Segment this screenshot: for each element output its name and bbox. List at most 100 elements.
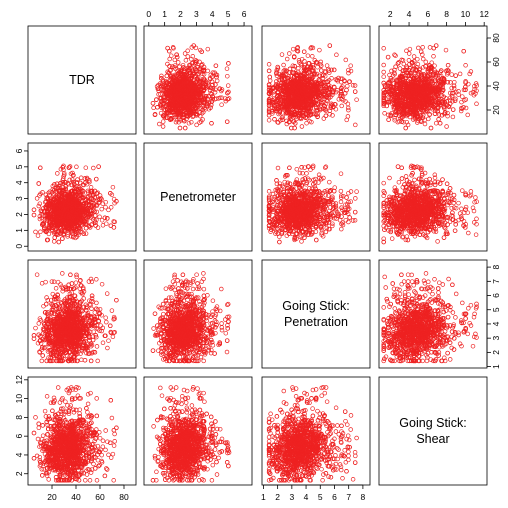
point (407, 46, 413, 52)
point (437, 121, 443, 126)
point (381, 46, 386, 51)
point (219, 102, 224, 107)
point (463, 63, 468, 68)
point (451, 83, 457, 89)
point (212, 90, 218, 95)
point (193, 45, 199, 51)
point (111, 196, 117, 202)
point (182, 125, 188, 131)
point (151, 105, 156, 111)
point (305, 53, 311, 58)
point (189, 119, 194, 125)
point (331, 67, 337, 73)
point (415, 56, 420, 62)
point (431, 54, 436, 59)
point (170, 45, 176, 50)
point (213, 87, 218, 92)
point (427, 45, 433, 50)
point (345, 101, 351, 107)
point (310, 54, 315, 59)
point (213, 63, 219, 68)
point (172, 57, 178, 63)
point (175, 60, 181, 65)
point (463, 105, 469, 111)
point (436, 117, 441, 122)
point (428, 125, 434, 131)
point (445, 79, 451, 85)
point (164, 73, 170, 79)
point (406, 51, 412, 56)
panel-tdr-vs-going_stick_shear (381, 43, 479, 131)
point (319, 68, 324, 73)
point (225, 73, 230, 79)
point (315, 64, 320, 70)
point (423, 64, 428, 69)
point (95, 225, 101, 230)
point (91, 165, 96, 171)
point (281, 62, 286, 68)
point (433, 43, 439, 48)
point (352, 89, 358, 94)
point (182, 51, 188, 56)
point (474, 101, 479, 107)
point (461, 48, 466, 54)
point (445, 62, 451, 68)
point (323, 113, 329, 119)
point (381, 69, 386, 75)
point (459, 99, 464, 105)
point (266, 62, 272, 67)
point (344, 117, 349, 123)
point (420, 45, 425, 50)
point (301, 49, 307, 54)
point (167, 56, 172, 62)
point (267, 78, 273, 83)
point (156, 88, 161, 94)
point (165, 45, 170, 51)
point (186, 120, 192, 126)
point (224, 119, 230, 124)
point (452, 79, 457, 85)
point (279, 52, 285, 57)
point (342, 91, 348, 96)
point (460, 94, 465, 99)
point (209, 121, 214, 126)
point (395, 61, 401, 66)
point (100, 223, 106, 228)
panel-penetrometer-vs-tdr (31, 163, 119, 245)
point (327, 43, 333, 48)
point (333, 106, 339, 112)
point (88, 185, 94, 190)
point (302, 59, 307, 64)
point (348, 63, 353, 68)
point (55, 171, 60, 176)
point (422, 121, 428, 127)
point (185, 48, 190, 54)
point (177, 125, 183, 131)
point (201, 109, 206, 115)
point (160, 119, 166, 124)
point (465, 112, 470, 118)
point (183, 58, 189, 63)
point (299, 124, 305, 129)
point (449, 72, 454, 77)
point (443, 47, 449, 53)
point (386, 117, 391, 122)
point (457, 71, 463, 77)
point (382, 111, 387, 116)
point (334, 52, 339, 58)
point (272, 117, 277, 122)
point (266, 117, 272, 123)
point (444, 124, 449, 129)
point (205, 46, 211, 52)
point (392, 52, 397, 58)
point (266, 68, 272, 74)
point (317, 47, 322, 53)
point (225, 83, 231, 88)
point (51, 239, 57, 244)
point (403, 125, 408, 131)
point (194, 122, 199, 128)
point (453, 73, 458, 78)
point (287, 51, 292, 56)
point (385, 54, 391, 60)
